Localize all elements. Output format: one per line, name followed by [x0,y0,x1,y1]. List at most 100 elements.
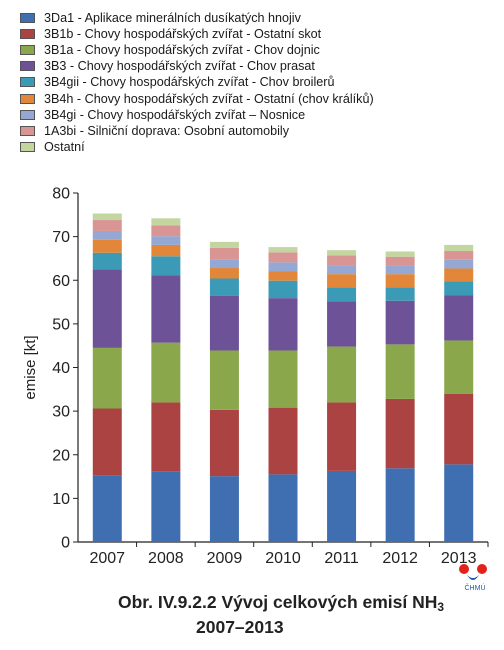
bar-segment [209,259,239,269]
legend-item: 3B3 - Chovy hospodářských zvířat - Chov … [20,58,374,74]
bar-segment [209,278,239,296]
bar-segment [92,269,122,348]
bar-segment [209,241,239,248]
caption-line2: 2007–2013 [196,617,284,637]
bar-segment [385,256,415,266]
bar-segment [209,268,239,279]
bar-segment [327,250,357,256]
y-tick-label: 10 [52,491,70,508]
bar-segment [385,468,415,542]
legend-swatch [20,125,35,136]
bar-segment [151,342,181,403]
bar-segment [92,230,122,240]
bar-segment [444,268,474,282]
bar-segment [385,300,415,345]
y-tick-label: 70 [52,229,70,246]
legend-swatch [20,93,35,104]
bar-segment [327,346,357,403]
bar-segment [151,275,181,343]
bar-segment [268,407,298,475]
bar-segment [444,281,474,296]
bar-segment [327,470,357,542]
bar-segment [151,256,181,276]
legend-item: 3B4gi - Chovy hospodářských zvířat – Nos… [20,107,374,123]
bar-segment [444,251,474,260]
x-tick-label: 2007 [89,550,125,567]
legend-label: Ostatní [44,139,85,154]
figure-caption: Obr. IV.9.2.2 Vývoj celkových emisí NH3 … [118,592,444,637]
bar-segment [209,476,239,542]
caption-subscript: 3 [437,600,445,614]
bar-segment [268,271,298,281]
legend-item: 3B4gii - Chovy hospodářských zvířat - Ch… [20,74,374,90]
bar-segment [268,298,298,351]
logo-text: ČHMÚ [465,583,486,592]
bar-segment [268,280,298,299]
legend-swatch [20,109,35,120]
logo-red-dot-right [477,564,487,574]
bar-segment [444,295,474,341]
logo-red-dot-left [459,564,469,574]
bar-segment [444,464,474,542]
legend-item: Ostatní [20,139,374,155]
y-tick-label: 0 [61,535,70,552]
bar-segment [151,244,181,257]
bar-segment [92,220,122,231]
legend-item: 3B1a - Chovy hospodářských zvířat - Chov… [20,42,374,58]
legend-item: 3B4h - Chovy hospodářských zvířat - Osta… [20,90,374,106]
bar-segment [327,301,357,347]
y-tick-label: 50 [52,316,70,333]
bar-segment [327,255,357,266]
bar-segment [385,287,415,301]
bar-segment [209,409,239,477]
bar-segment [92,347,122,409]
legend-label: 3B4gi - Chovy hospodářských zvířat – Nos… [44,107,306,122]
bar-segment [209,295,239,351]
bar-segment [385,274,415,288]
bar-segment [268,262,298,272]
y-tick-label: 40 [52,360,70,377]
bar-segment [385,265,415,275]
legend-item: 3B1b - Chovy hospodářských zvířat - Osta… [20,26,374,42]
legend-label: 3B1a - Chovy hospodářských zvířat - Chov… [44,43,320,58]
bar-segment [268,252,298,263]
legend-swatch [20,13,35,24]
bar-segment [444,259,474,269]
legend-label: 1A3bi - Silniční doprava: Osobní automob… [44,123,290,138]
bar-segment [444,393,474,465]
stacked-bar-chart: 0 10 20 30 40 50 60 70 80 emise [kt] 2007 2008 2009 2… [22,186,489,567]
bar-segment [92,252,122,270]
bar-segment [385,398,415,469]
bar-segment [385,344,415,399]
bar-segment [151,471,181,542]
bar-segment [444,244,474,252]
bar-segment [327,287,357,302]
y-axis-label: emise [kt] [22,335,39,399]
legend-item: 1A3bi - Silniční doprava: Osobní automob… [20,123,374,139]
bar-segment [327,402,357,471]
caption-line1: Obr. IV.9.2.2 Vývoj celkových emisí NH [118,592,438,612]
bar-segment [327,265,357,275]
x-tick-label: 2008 [148,550,184,567]
bar-segment [151,236,181,245]
bar-segment [92,213,122,221]
x-tick-label: 2010 [265,550,301,567]
legend-label: 3B1b - Chovy hospodářských zvířat - Osta… [44,27,322,42]
y-tick-label: 20 [52,447,70,464]
legend-swatch [20,29,35,40]
bar-segment [385,251,415,257]
bar-segment [209,350,239,410]
legend-swatch [20,61,35,72]
bar-segment [444,340,474,394]
legend-swatch [20,45,35,56]
bar-segment [268,247,298,253]
y-tick-label: 30 [52,404,70,421]
x-tick-label: 2012 [382,550,418,567]
chmu-logo: ČHMÚ [459,564,487,592]
legend-swatch [20,141,35,152]
logo-blue-wave [467,575,479,580]
x-tick-label: 2013 [441,550,477,567]
bar-segment [92,475,122,542]
legend-label: 3B4gii - Chovy hospodářských zvířat - Ch… [44,75,335,90]
legend-label: 3B3 - Chovy hospodářských zvířat - Chov … [44,59,315,74]
